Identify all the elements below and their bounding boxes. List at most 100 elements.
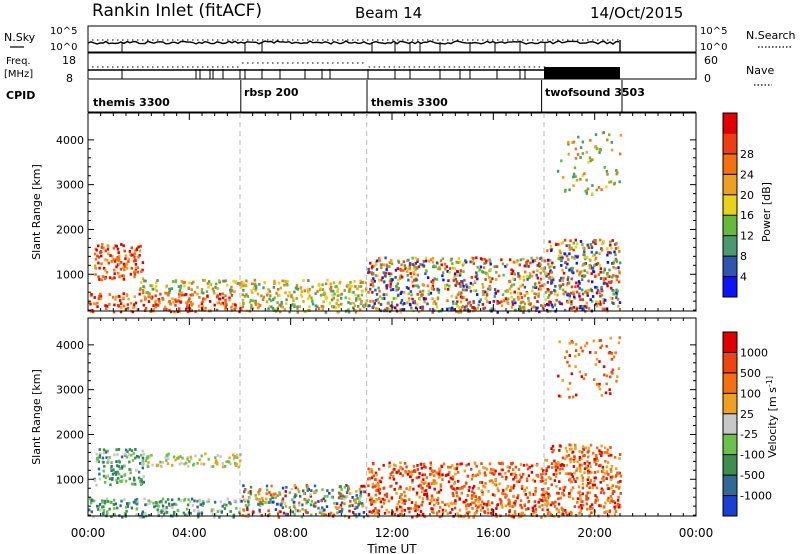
scatter-point-0-451 [333,292,336,296]
scatter-point-0-1480 [596,262,600,265]
scatter-point-1-1113 [451,486,454,490]
scatter-point-1-1659 [545,496,548,500]
scatter-point-1-1175 [379,498,383,501]
scatter-point-1-1148 [474,498,477,502]
scatter-point-1-1240 [513,501,517,505]
scatter-point-0-596 [317,307,321,311]
scatter-point-1-713 [504,492,507,496]
scatter-point-0-371 [141,289,145,292]
scatter-point-0-698 [538,281,541,285]
scatter-point-1-1722 [579,346,583,350]
scatter-point-0-1153 [422,289,425,293]
scatter-point-1-1055 [507,513,511,517]
scatter-point-1-103 [140,453,143,457]
scatter-point-0-924 [459,285,462,288]
scatter-point-0-760 [522,278,526,282]
scatter-point-1-599 [292,500,295,504]
scatter-point-0-1243 [461,296,464,300]
scatter-point-0-1737 [574,147,578,151]
scatter-point-0-244 [180,293,184,297]
scatter-point-1-367 [176,509,180,513]
scatter-point-0-560 [357,305,360,308]
scatter-point-1-1320 [564,509,567,512]
scatter-point-0-950 [411,297,414,301]
scatter-point-1-1087 [369,496,372,500]
scatter-point-0-284 [225,303,228,306]
scatter-point-1-889 [475,509,479,513]
scatter-point-0-156 [104,304,107,307]
scatter-point-0-325 [150,284,154,288]
scatter-point-0-1420 [567,276,570,279]
scatter-point-0-911 [488,285,491,288]
scatter-point-0-1284 [416,258,419,262]
scatter-point-0-161 [200,302,204,306]
scatter-point-0-527 [260,294,263,298]
scatter-point-0-1227 [457,291,461,295]
scatter-point-0-622 [361,281,364,284]
scatter-point-0-712 [465,285,469,289]
scatter-point-0-1657 [570,300,573,303]
scatter-point-1-1436 [566,513,569,517]
scatter-point-0-1562 [586,292,589,295]
scatter-point-0-274 [144,307,148,310]
scatter-point-0-1130 [510,295,513,299]
scatter-point-0-1305 [372,304,375,308]
scatter-point-1-1745 [557,374,560,378]
scatter-point-1-204 [151,463,154,467]
scatter-point-0-980 [527,296,530,300]
scatter-point-0-819 [446,299,449,303]
scatter-point-0-258 [117,304,120,307]
scatter-point-1-896 [432,479,436,483]
scatter-point-1-463 [264,501,267,504]
scatter-point-1-1227 [399,461,402,465]
scatter-point-0-1381 [606,247,609,251]
scatter-point-1-1161 [491,481,495,484]
scatter-point-1-1120 [504,504,507,508]
scatter-point-1-32 [111,472,115,476]
scatter-point-1-1319 [575,514,578,517]
scatter-point-0-1016 [446,270,449,273]
scatter-point-1-350 [93,499,96,503]
scatter-point-1-25 [130,449,134,453]
scatter-point-0-287 [125,294,128,297]
scatter-point-1-1157 [467,515,471,519]
scatter-point-0-1676 [558,249,562,253]
scatter-point-0-574 [294,286,298,290]
scatter-point-1-654 [309,493,312,497]
scatter-point-1-1733 [608,388,611,392]
scatter-point-1-1271 [396,507,399,511]
scatter-point-0-1211 [521,283,524,287]
scatter-point-1-559 [305,510,308,514]
scatter-point-1-1627 [615,485,618,488]
scatter-point-1-1726 [582,377,586,381]
scatter-point-0-1355 [550,265,553,268]
scatter-point-1-1138 [399,472,402,475]
scatter-point-1-1449 [580,457,583,461]
scatter-point-1-1720 [600,394,603,397]
scatter-point-0-1028 [520,300,523,304]
scatter-point-1-1108 [525,463,529,467]
scatter-point-1-615 [313,490,316,494]
scatter-point-0-532 [268,289,271,293]
scatter-point-0-502 [332,296,335,300]
scatter-point-0-264 [119,299,122,302]
scatter-point-1-479 [272,493,275,496]
scatter-point-1-1128 [438,470,441,474]
scatter-point-1-663 [307,498,310,502]
scatter-point-1-940 [540,516,543,519]
cpid-segment-3: themis 3300 [371,96,448,109]
scatter-point-0-36 [122,262,126,266]
scatter-point-1-1571 [602,491,606,495]
scatter-point-1-1391 [603,446,607,450]
scatter-point-1-382 [184,513,187,517]
scatter-point-1-1629 [570,473,573,476]
scatter-point-1-276 [136,513,139,516]
scatter-point-0-784 [484,261,488,265]
scatter-point-1-36 [142,452,146,456]
scatter-point-1-1734 [600,344,604,348]
scatter-point-1-786 [436,491,439,495]
scatter-point-1-1212 [491,493,495,497]
scatter-point-1-284 [223,503,226,507]
scatter-point-0-513 [340,296,343,300]
scatter-point-1-1058 [391,471,394,474]
